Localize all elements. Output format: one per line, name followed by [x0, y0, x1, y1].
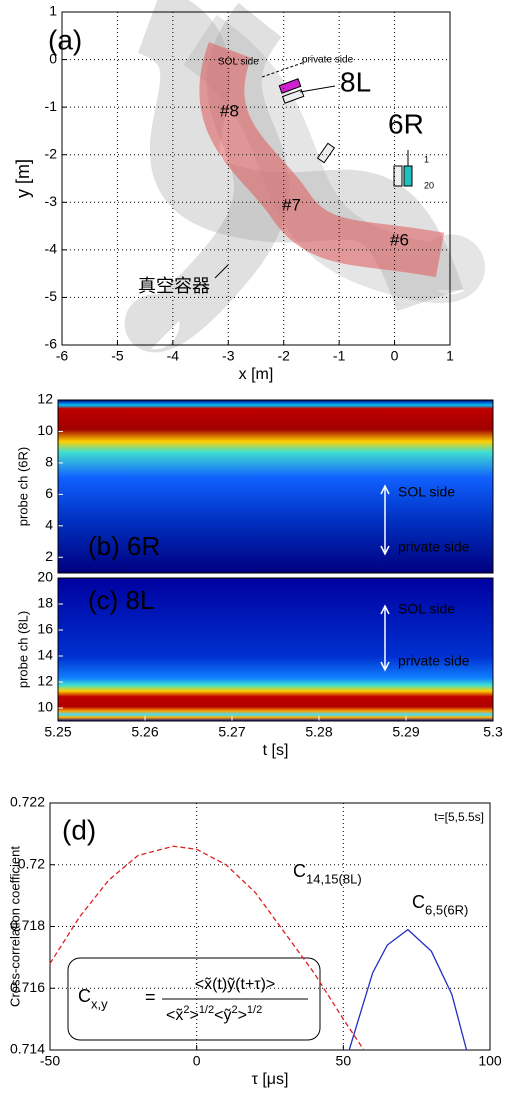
- y-tick-label: 14: [37, 647, 53, 663]
- annotation: SOL side: [218, 57, 259, 68]
- y-tick-label: 8: [45, 454, 53, 470]
- x-tick-label: 5.29: [392, 724, 419, 740]
- annotation: 6R: [388, 108, 424, 139]
- annotation: private side: [398, 539, 470, 555]
- y-axis-label: Cross-correlation coefficient: [7, 846, 22, 1007]
- formula-part: <ỹ: [214, 1007, 231, 1024]
- x-tick-label: 5.25: [44, 724, 71, 740]
- series-line: [348, 928, 468, 1051]
- panel-label: (c) 8L: [88, 585, 154, 615]
- x-tick-label: -6: [56, 348, 69, 364]
- x-tick-label: -3: [222, 348, 235, 364]
- y-tick-label: 12: [37, 391, 53, 407]
- x-tick-label: 100: [478, 1053, 502, 1069]
- heatmap-image: [58, 400, 493, 573]
- panel-label: (d): [62, 814, 96, 845]
- annotation: SOL side: [398, 601, 455, 617]
- side-arrows: [380, 484, 390, 672]
- annotation: private side: [302, 55, 354, 66]
- y-tick-label: -5: [45, 288, 58, 304]
- annotation: 1: [424, 154, 429, 164]
- y-tick-label: 2: [45, 548, 53, 564]
- y-axis-label: probe ch (6R): [15, 447, 30, 526]
- y-tick-label: -1: [45, 98, 58, 114]
- x-tick-label: 0: [391, 348, 399, 364]
- x-tick-label: 5.28: [305, 724, 332, 740]
- x-tick-label: -2: [277, 348, 290, 364]
- y-tick-label: -2: [45, 145, 58, 161]
- plot-frame: [61, 11, 451, 346]
- annotation: #8: [220, 101, 239, 120]
- series-label-sub: 6,5(6R): [425, 902, 468, 917]
- annotation: 20: [424, 180, 434, 190]
- formula-lhs-sub: x,y: [91, 996, 108, 1011]
- y-axis-label: probe ch (8L): [15, 611, 30, 688]
- plot-frame: [57, 399, 494, 574]
- x-axis-label: t [s]: [263, 742, 289, 759]
- formula-part: >: [189, 1007, 198, 1024]
- x-tick-label: 5.26: [131, 724, 158, 740]
- y-tick-label: 16: [37, 621, 53, 637]
- y-tick-label: 0.722: [10, 794, 45, 810]
- y-tick-label: -6: [45, 336, 58, 352]
- x-tick-label: -1: [333, 348, 346, 364]
- formula-eq: =: [145, 987, 156, 1007]
- annotation: #6: [390, 230, 409, 249]
- vessel-drawing: [124, 0, 485, 353]
- series-label-sub: 14,15(8L): [306, 871, 362, 886]
- annotation: #7: [282, 195, 301, 214]
- annotation: 真空容器: [138, 276, 210, 296]
- formula-part: 2: [231, 1004, 237, 1016]
- x-tick-label: -5: [111, 348, 124, 364]
- formula-numerator: <x̃(t)ỹ(t+τ)>: [195, 976, 276, 993]
- x-axis-label: x [m]: [239, 366, 274, 383]
- series-line: [49, 845, 365, 1051]
- y-tick-label: 0: [49, 50, 57, 66]
- formula-part: >: [238, 1007, 247, 1024]
- annotation: SOL side: [398, 484, 455, 500]
- y-tick-label: 0.716: [10, 979, 45, 995]
- x-tick-label: 0: [193, 1053, 201, 1069]
- x-tick-label: 1: [446, 348, 454, 364]
- x-axis-label: τ [μs]: [252, 1071, 289, 1088]
- note: t=[5,5.5s]: [434, 810, 484, 824]
- x-tick-label: 5.27: [218, 724, 245, 740]
- y-tick-label: 1: [49, 3, 57, 19]
- formula-part: 1/2: [247, 1004, 262, 1016]
- y-tick-label: -3: [45, 193, 58, 209]
- y-tick-label: 18: [37, 595, 53, 611]
- y-tick-label: 0.714: [10, 1041, 45, 1057]
- formula-denominator: <x̃2>1/2<ỹ2>1/2: [166, 1004, 262, 1024]
- y-tick-label: 10: [37, 699, 53, 715]
- annotation: 8L: [340, 66, 371, 97]
- series-label: C: [412, 892, 425, 912]
- x-tick-label: -4: [167, 348, 180, 364]
- formula-part: <x̃: [166, 1007, 183, 1024]
- x-tick-label: 50: [336, 1053, 352, 1069]
- y-tick-label: 20: [37, 569, 53, 585]
- y-tick-label: -4: [45, 241, 58, 257]
- y-tick-label: 0.718: [10, 917, 45, 933]
- series-label: C: [293, 861, 306, 881]
- formula-part: 2: [183, 1004, 189, 1016]
- y-tick-label: 6: [45, 485, 53, 501]
- y-tick-label: 4: [45, 517, 53, 533]
- x-tick-label: 5.3: [483, 724, 503, 740]
- plot-frame: [57, 577, 494, 722]
- panel-label: (a): [48, 24, 82, 55]
- y-tick-label: 12: [37, 673, 53, 689]
- annotation: private side: [398, 653, 470, 669]
- y-tick-label: 0.72: [18, 855, 45, 871]
- x-tick-label: -50: [40, 1053, 60, 1069]
- y-axis-label: y [m]: [13, 159, 33, 198]
- panel-label: (b) 6R: [88, 531, 160, 561]
- plot-frame: [49, 802, 491, 1051]
- formula-part: 1/2: [199, 1004, 214, 1016]
- formula-lhs: C: [78, 986, 91, 1006]
- y-tick-label: 10: [37, 422, 53, 438]
- heatmap-image: [58, 578, 493, 721]
